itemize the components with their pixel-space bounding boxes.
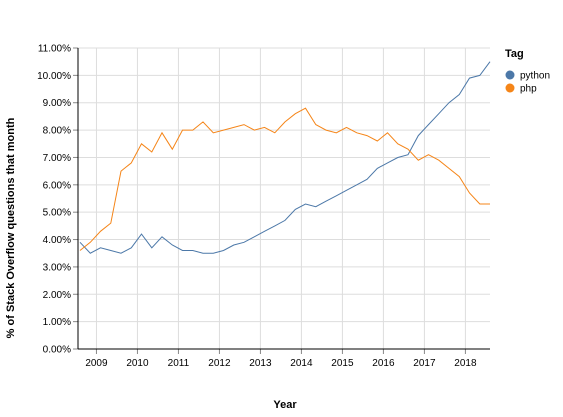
x-tick-label: 2009: [85, 358, 108, 369]
x-tick-label: 2016: [372, 358, 395, 369]
x-axis-title: Year: [273, 399, 297, 411]
line-series: [79, 61, 491, 254]
x-tick-label: 2012: [208, 358, 231, 369]
x-tick-label: 2013: [249, 358, 272, 369]
y-tick-label: 10.00%: [37, 71, 71, 82]
x-tick-label: 2018: [454, 358, 477, 369]
x-tick-label: 2014: [290, 358, 313, 369]
y-tick-label: 6.00%: [43, 180, 71, 191]
x-tick-label: 2015: [331, 358, 354, 369]
y-axis-title: % of Stack Overflow questions that month: [5, 117, 17, 338]
y-tick-label: 4.00%: [43, 235, 71, 246]
legend-symbol: [505, 70, 515, 80]
y-tick-label: 5.00%: [43, 208, 71, 219]
legend-label: python: [520, 71, 550, 82]
legend-title: Tag: [505, 48, 524, 60]
y-tick-label: 11.00%: [38, 44, 71, 55]
line-series: [79, 107, 490, 251]
x-tick-label: 2017: [413, 358, 436, 369]
y-tick-label: 2.00%: [43, 290, 71, 301]
legend-label: php: [520, 84, 537, 95]
legend-symbol: [505, 83, 515, 93]
x-tick-label: 2010: [126, 358, 149, 369]
x-tick-label: 2011: [168, 358, 190, 369]
y-tick-label: 7.00%: [43, 153, 71, 164]
y-tick-label: 8.00%: [43, 126, 71, 137]
y-tick-label: 0.00%: [43, 345, 71, 356]
y-tick-label: 9.00%: [43, 98, 71, 109]
y-tick-label: 1.00%: [43, 317, 71, 328]
y-tick-label: 3.00%: [43, 262, 71, 273]
